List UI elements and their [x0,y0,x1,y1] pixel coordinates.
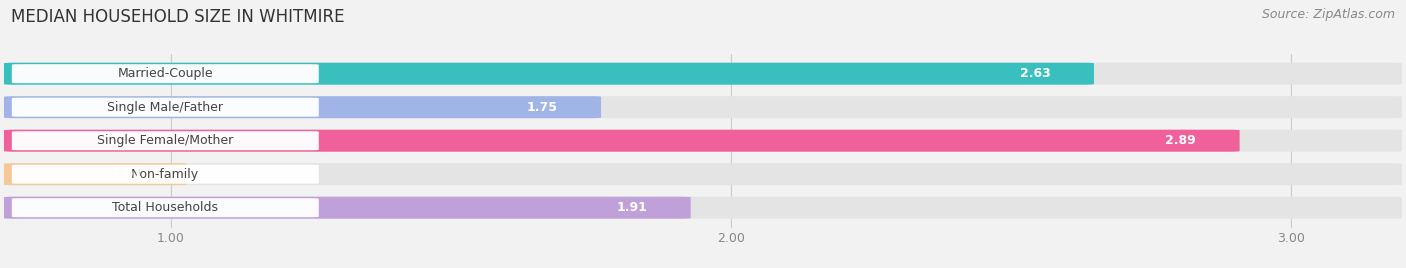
FancyBboxPatch shape [11,64,319,83]
FancyBboxPatch shape [11,165,319,184]
Text: 2.63: 2.63 [1019,67,1050,80]
FancyBboxPatch shape [4,130,1240,152]
Text: Single Male/Father: Single Male/Father [107,101,224,114]
FancyBboxPatch shape [11,98,319,117]
Text: Total Households: Total Households [112,201,218,214]
FancyBboxPatch shape [4,130,1402,152]
FancyBboxPatch shape [4,63,1094,85]
Text: Non-family: Non-family [131,168,200,181]
Text: 2.89: 2.89 [1166,134,1197,147]
FancyBboxPatch shape [4,163,187,185]
FancyBboxPatch shape [4,163,1402,185]
FancyBboxPatch shape [4,96,600,118]
Text: 1.01: 1.01 [112,168,143,181]
FancyBboxPatch shape [11,131,319,150]
Text: Married-Couple: Married-Couple [118,67,214,80]
Text: Single Female/Mother: Single Female/Mother [97,134,233,147]
Text: 1.75: 1.75 [526,101,557,114]
Text: Source: ZipAtlas.com: Source: ZipAtlas.com [1261,8,1395,21]
FancyBboxPatch shape [4,63,1402,85]
FancyBboxPatch shape [11,198,319,217]
FancyBboxPatch shape [4,96,1402,118]
Text: 1.91: 1.91 [616,201,647,214]
FancyBboxPatch shape [4,197,1402,219]
FancyBboxPatch shape [4,197,690,219]
Text: MEDIAN HOUSEHOLD SIZE IN WHITMIRE: MEDIAN HOUSEHOLD SIZE IN WHITMIRE [11,8,344,26]
